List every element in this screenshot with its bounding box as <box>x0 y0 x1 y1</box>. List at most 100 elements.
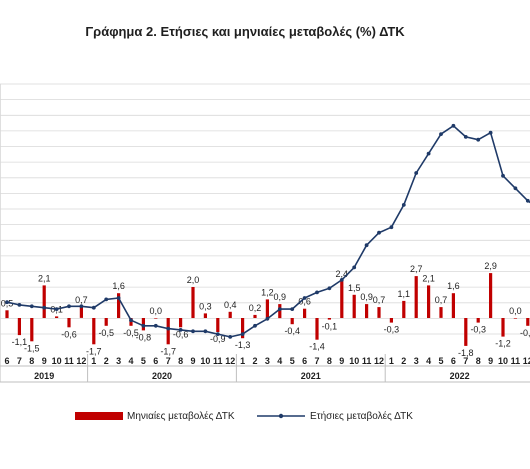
bar <box>203 313 207 318</box>
annual-point <box>525 198 530 203</box>
bar-label: -1,5 <box>24 343 40 353</box>
annual-point <box>513 186 518 191</box>
bar-label: 2,9 <box>484 261 497 271</box>
bar <box>303 308 307 318</box>
bar-label: 0,3 <box>199 301 212 311</box>
annual-point <box>5 300 9 305</box>
bar <box>117 293 121 318</box>
x-month-label: 8 <box>327 356 332 366</box>
x-month-label: 5 <box>438 356 443 366</box>
x-month-label: 3 <box>265 356 270 366</box>
bar-label: -0,6 <box>173 329 189 339</box>
x-month-label: 8 <box>178 356 183 366</box>
annual-point <box>290 307 295 311</box>
annual-point <box>240 332 245 336</box>
annual-point <box>203 329 208 334</box>
annual-point <box>302 296 307 300</box>
x-month-label: 2 <box>252 356 257 366</box>
x-month-label: 10 <box>498 356 508 366</box>
bar <box>228 311 232 318</box>
x-month-label: 10 <box>200 356 210 366</box>
bar-label: -0,3 <box>470 325 486 335</box>
x-month-label: 11 <box>362 356 372 366</box>
monthly-bars <box>5 273 530 346</box>
annual-point <box>29 304 34 309</box>
bar-label: 0,6 <box>298 297 311 307</box>
bar <box>501 318 505 337</box>
x-axis: 6 7 8 9 10 11 12 1 2 3 4 5 6 7 8 9 10 11 12 1 2 3 4 5 6 7 8 9 10 11 12… <box>0 354 530 383</box>
x-month-label: 7 <box>17 356 22 366</box>
bar <box>414 276 418 318</box>
legend-line-marker <box>278 413 284 419</box>
x-month-label: 8 <box>29 356 34 366</box>
x-month-label: 11 <box>213 356 223 366</box>
annual-point <box>67 304 71 309</box>
x-month-label: 12 <box>523 356 530 366</box>
bar-label: -1,7 <box>86 346 102 356</box>
bar-label: 2,1 <box>422 273 435 283</box>
annual-point <box>153 323 158 328</box>
bar-labels: 0,5-1,1-1,52,10,1-0,60,7-1,7-0,51,6-0,5-… <box>1 261 530 358</box>
bar <box>377 307 381 318</box>
annual-point <box>17 303 22 307</box>
annual-point <box>178 328 183 332</box>
bar <box>340 280 344 318</box>
annual-point <box>426 151 431 156</box>
bar <box>67 318 71 328</box>
bar <box>513 318 517 319</box>
legend-line-label: Ετήσιες μεταβολές ΔΤΚ <box>310 410 413 422</box>
bar-label: 2,4 <box>336 269 349 279</box>
bar <box>402 300 406 318</box>
bar <box>489 273 493 318</box>
bar-label: 1,6 <box>112 281 125 291</box>
x-month-label: 2 <box>401 356 406 366</box>
annual-point <box>91 305 96 310</box>
x-month-label: 7 <box>314 356 319 366</box>
bar <box>55 316 59 318</box>
annual-point <box>141 323 146 328</box>
bar <box>439 307 443 318</box>
bar-label: 0,4 <box>224 300 237 310</box>
bar-label: 1,1 <box>398 289 411 299</box>
annual-point <box>129 318 133 323</box>
x-month-label: 7 <box>166 356 171 366</box>
bar <box>216 318 220 332</box>
bar <box>179 318 183 328</box>
annual-point <box>327 286 332 291</box>
bar <box>241 318 245 339</box>
annual-point <box>315 290 319 295</box>
bar <box>17 318 21 336</box>
bar <box>451 293 455 318</box>
annual-point <box>476 137 481 142</box>
x-month-label: 12 <box>225 356 235 366</box>
bar <box>464 318 468 346</box>
bar <box>315 318 319 340</box>
x-month-label: 7 <box>463 356 468 366</box>
bar <box>526 318 530 326</box>
bar-label: 0,2 <box>249 303 262 313</box>
bar-label: 2,7 <box>410 264 423 274</box>
x-month-label: 3 <box>116 356 121 366</box>
annual-point <box>79 304 84 309</box>
annual-point <box>253 323 257 328</box>
bar-label: 1,2 <box>261 287 274 297</box>
annual-point <box>166 326 171 331</box>
bar <box>327 318 331 320</box>
bar <box>92 318 96 345</box>
bar <box>104 318 108 326</box>
x-year-label: 2022 <box>450 371 470 381</box>
bar <box>42 285 46 318</box>
annual-point <box>377 230 381 235</box>
x-month-label: 9 <box>339 356 344 366</box>
bar-label: -0,9 <box>210 334 226 344</box>
legend-bar-swatch <box>75 412 123 420</box>
annual-point <box>191 329 195 334</box>
bar <box>5 310 9 319</box>
x-month-label: 1 <box>389 356 394 366</box>
bar <box>253 314 257 318</box>
annual-point <box>215 332 220 336</box>
bar <box>166 318 170 345</box>
x-month-label: 11 <box>64 356 74 366</box>
annual-point <box>339 278 344 282</box>
annual-point <box>501 173 505 178</box>
